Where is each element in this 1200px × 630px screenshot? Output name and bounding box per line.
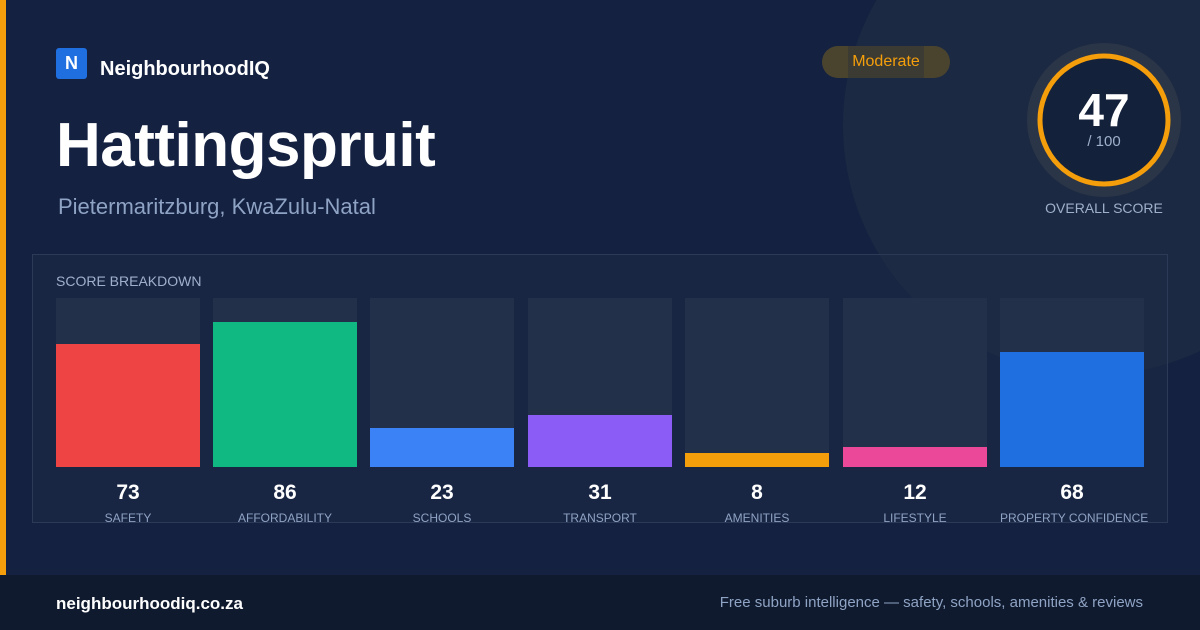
bar-value: 23	[430, 481, 454, 504]
bar-track	[685, 298, 829, 467]
overall-score-max: / 100	[1087, 133, 1121, 150]
bar-lifestyle: 12 LIFESTYLE	[843, 298, 987, 525]
bar-label: AMENITIES	[724, 511, 790, 525]
suburb-location: Pietermaritzburg, KwaZulu-Natal	[58, 194, 376, 219]
rating-badge-label: Moderate	[852, 53, 920, 70]
bar-fill-schools	[370, 428, 514, 467]
bar-value: 73	[116, 481, 140, 504]
bar-property-confidence: 68 PROPERTY CONFIDENCE	[1000, 298, 1149, 525]
bar-track	[1000, 298, 1144, 467]
breakdown-title: SCORE BREAKDOWN	[56, 273, 202, 289]
bar-fill-affordability	[213, 321, 357, 467]
bar-value: 12	[903, 481, 927, 504]
overall-score-label: OVERALL SCORE	[1045, 200, 1163, 216]
bar-track	[213, 298, 357, 467]
bar-label: SAFETY	[104, 511, 152, 525]
footer: neighbourhoodiq.co.za Free suburb intell…	[0, 575, 1200, 630]
overall-score-value: 47	[1078, 84, 1130, 136]
bar-safety: 73 SAFETY	[56, 298, 200, 525]
bar-fill-safety	[56, 343, 200, 467]
bar-label: TRANSPORT	[563, 511, 637, 525]
bar-track	[370, 298, 514, 467]
bar-track	[843, 298, 987, 467]
accent-stripe	[0, 0, 6, 575]
bar-label: AFFORDABILITY	[237, 511, 332, 525]
page-title: Hattingspruit	[56, 111, 436, 180]
brand-name: NeighbourhoodIQ	[100, 58, 270, 80]
bar-value: 31	[588, 481, 612, 504]
bar-track	[528, 298, 672, 467]
bar-value: 68	[1060, 481, 1084, 504]
bar-value: 8	[751, 481, 763, 504]
brand[interactable]: N NeighbourhoodIQ	[56, 46, 270, 81]
bar-transport: 31 TRANSPORT	[528, 298, 672, 525]
bar-amenities: 8 AMENITIES	[685, 298, 829, 525]
score-breakdown: SCORE BREAKDOWN 73 SAFETY 86 AFFORDABILI…	[32, 254, 1168, 525]
overall-score-gauge	[1027, 43, 1181, 197]
bar-label: SCHOOLS	[412, 511, 472, 525]
bar-fill-amenities	[685, 453, 829, 467]
bar-track	[56, 298, 200, 467]
footer-site-link[interactable]: neighbourhoodiq.co.za	[56, 594, 243, 613]
bar-schools: 23 SCHOOLS	[370, 298, 514, 525]
gauge-arc	[1037, 53, 1171, 187]
bar-affordability: 86 AFFORDABILITY	[213, 298, 357, 525]
bar-fill-lifestyle	[843, 446, 987, 467]
rating-badge: Moderate	[822, 46, 950, 78]
bar-label: PROPERTY CONFIDENCE	[1000, 511, 1149, 525]
bar-fill-transport	[528, 414, 672, 467]
bar-value: 86	[273, 481, 297, 504]
hero-panel: N NeighbourhoodIQ Hattingspruit Pieterma…	[0, 0, 1181, 575]
footer-tagline: Free suburb intelligence — safety, schoo…	[719, 594, 1143, 611]
brand-logo-icon: N	[56, 48, 87, 79]
bar-label: LIFESTYLE	[883, 511, 947, 525]
bar-fill-property-confidence	[1000, 352, 1144, 467]
